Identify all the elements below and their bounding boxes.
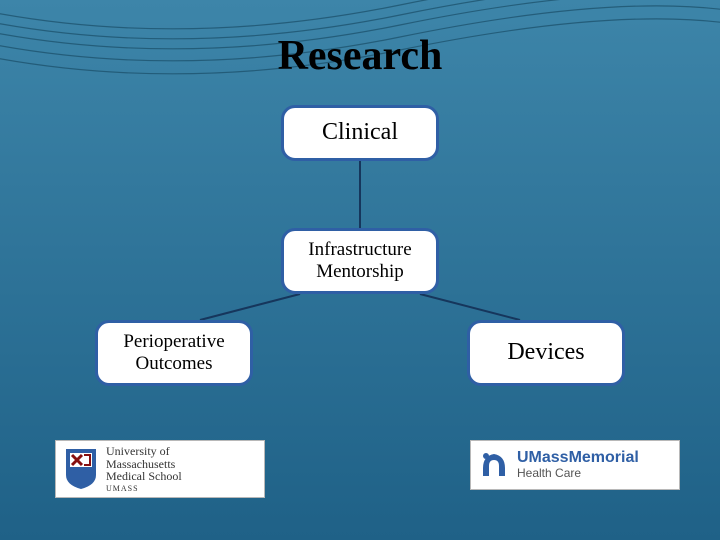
node-clinical-label: Clinical [322,119,398,147]
logo-umass-memorial: UMassMemorial Health Care [470,440,680,490]
slide: Research Clinical Infrastructure Mentors… [0,0,720,540]
node-clinical: Clinical [281,105,439,161]
logo-right-line2: Health Care [517,467,639,480]
node-perioperative: Perioperative Outcomes [95,320,253,386]
umass-memorial-icon [477,448,511,482]
logo-left-umass: UMASS [106,485,182,493]
node-perioperative-line1: Perioperative [123,331,224,353]
node-devices: Devices [467,320,625,386]
node-infrastructure-line2: Mentorship [308,261,411,283]
page-title: Research [0,32,720,80]
node-devices-label: Devices [507,339,584,367]
node-infrastructure-line1: Infrastructure [308,239,411,261]
logo-right-line1: UMassMemorial [517,450,639,467]
logo-umass-medical: University of Massachusetts Medical Scho… [55,440,265,498]
umass-shield-icon [62,447,100,491]
logo-left-line1: University of [106,445,182,458]
node-infrastructure: Infrastructure Mentorship [281,228,439,294]
node-perioperative-line2: Outcomes [123,353,224,375]
logo-left-line3: Medical School [106,470,182,483]
